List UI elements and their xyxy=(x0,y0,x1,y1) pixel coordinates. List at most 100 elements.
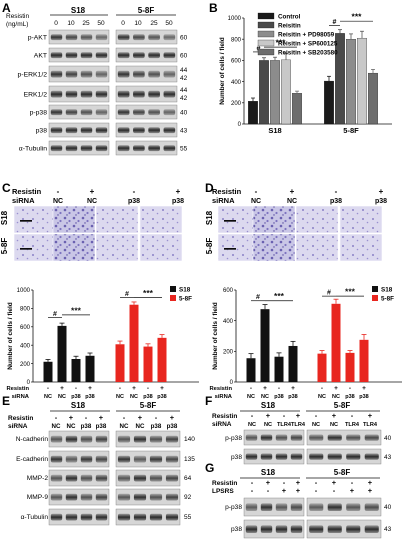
blot-band xyxy=(117,52,130,59)
blot-band xyxy=(275,503,288,511)
f-resistin-sign: - xyxy=(283,411,286,420)
resistin-unit-label: (ng/mL) xyxy=(6,21,28,28)
blot-band xyxy=(165,474,179,482)
e-sirna-label: siRNA xyxy=(8,423,28,430)
f-blot-58f xyxy=(306,448,382,465)
blot-band xyxy=(275,434,288,441)
c-micrograph xyxy=(95,205,139,234)
sig-mark: # xyxy=(333,19,337,26)
x-sirna-value: p38 xyxy=(143,394,152,400)
blot-band xyxy=(133,513,147,521)
d-micrograph xyxy=(295,233,339,262)
legend-swatch xyxy=(372,286,378,292)
g-lpsrs-sign: + xyxy=(350,486,355,495)
g-lpsrs-sign: + xyxy=(368,486,373,495)
e-row-label: MMP-2 xyxy=(27,475,49,482)
y-tick-label: 200 xyxy=(223,350,234,356)
blot-band xyxy=(133,70,145,78)
bar xyxy=(115,344,125,382)
c-sirna-4: p38 xyxy=(172,198,184,205)
a-blot-58f xyxy=(115,85,178,103)
d-sirna-4: p38 xyxy=(375,198,387,205)
blot-band xyxy=(364,525,379,533)
g-blot-s18 xyxy=(243,497,305,517)
a-kda: 44 xyxy=(180,67,188,74)
x-sirna-value: p38 xyxy=(359,394,368,400)
sig-mark: *** xyxy=(345,287,356,297)
d-micrograph xyxy=(252,205,296,234)
blot-band xyxy=(290,434,303,441)
d-micrograph xyxy=(295,205,339,234)
blot-band xyxy=(290,503,303,511)
blot-band xyxy=(65,493,78,501)
blot-band xyxy=(133,109,145,116)
blot-band xyxy=(50,474,63,482)
f-kda: 43 xyxy=(384,454,392,461)
blot-band xyxy=(117,109,130,116)
e-sirna-value: p38 xyxy=(96,423,107,430)
dose-58f-25: 25 xyxy=(150,20,158,27)
f-row-label: p-p38 xyxy=(225,435,242,442)
y-tick-label: 600 xyxy=(223,288,234,294)
blot-band xyxy=(245,503,258,511)
e-resistin-sign: - xyxy=(155,413,158,422)
c-micrograph xyxy=(13,205,57,234)
blot-band xyxy=(65,513,78,521)
g-resistin-sign: + xyxy=(368,478,373,487)
g-resistin-sign: - xyxy=(351,478,354,487)
blot-band xyxy=(275,453,288,460)
x-sirna-value: NC xyxy=(318,394,326,400)
y-tick-label: 0 xyxy=(27,380,31,386)
x-resistin-sign: - xyxy=(250,385,252,392)
c-resistin-label: Resistin xyxy=(12,187,42,196)
d-sirna-3: p38 xyxy=(330,198,342,205)
blot-band xyxy=(364,503,379,511)
g-lpsrs-sign: - xyxy=(315,486,318,495)
a-kda: 55 xyxy=(180,146,188,153)
y-tick-label: 800 xyxy=(20,307,31,313)
blot-band xyxy=(163,52,176,59)
bar xyxy=(324,80,334,125)
x-resistin-sign: + xyxy=(362,385,366,392)
dose-58f-0: 0 xyxy=(121,20,125,27)
blot-band xyxy=(148,109,160,116)
blot-band xyxy=(148,90,160,98)
blot-band xyxy=(133,34,145,41)
e-group-s18: S18 xyxy=(71,401,86,410)
legend-swatch xyxy=(170,295,176,301)
c-micrograph xyxy=(13,233,57,262)
x-resistin-label: Resistin xyxy=(6,386,29,392)
bar xyxy=(270,60,280,125)
g-kda: 40 xyxy=(384,504,392,511)
e-kda: 64 xyxy=(184,475,192,482)
e-sirna-value: NC xyxy=(67,423,76,430)
a-blot-58f xyxy=(115,104,178,120)
blot-band xyxy=(260,453,273,460)
bar xyxy=(260,309,270,382)
a-blot-s18 xyxy=(48,65,110,83)
g-resistin-label: Resistin xyxy=(212,480,237,487)
a-row-label: p-ERK1/2 xyxy=(18,72,48,79)
legend-swatch xyxy=(170,286,176,292)
y-axis-label: Number of cells / field xyxy=(212,302,219,370)
blot-band xyxy=(65,52,78,59)
blot-band xyxy=(50,127,63,134)
x-sirna-value: p38 xyxy=(288,394,297,400)
blot-band xyxy=(95,127,108,134)
f-sirna-value: TLR4 xyxy=(277,422,292,428)
f-group-s18: S18 xyxy=(261,401,276,410)
sig-mark: *** xyxy=(143,288,154,298)
x-resistin-sign: + xyxy=(88,385,92,392)
legend-swatch xyxy=(257,21,275,29)
legend-label: Reisitin + SP600125 xyxy=(278,41,338,48)
a-blot-s18 xyxy=(48,47,110,63)
dose-58f-50: 50 xyxy=(165,20,173,27)
blot-band xyxy=(80,493,93,501)
blot-band xyxy=(95,474,108,482)
blot-band xyxy=(163,145,176,152)
blot-band xyxy=(117,70,130,78)
g-row-label: p38 xyxy=(231,526,242,533)
x-resistin-sign: - xyxy=(147,385,149,392)
x-resistin-sign: - xyxy=(47,385,49,392)
blot-band xyxy=(163,127,176,134)
